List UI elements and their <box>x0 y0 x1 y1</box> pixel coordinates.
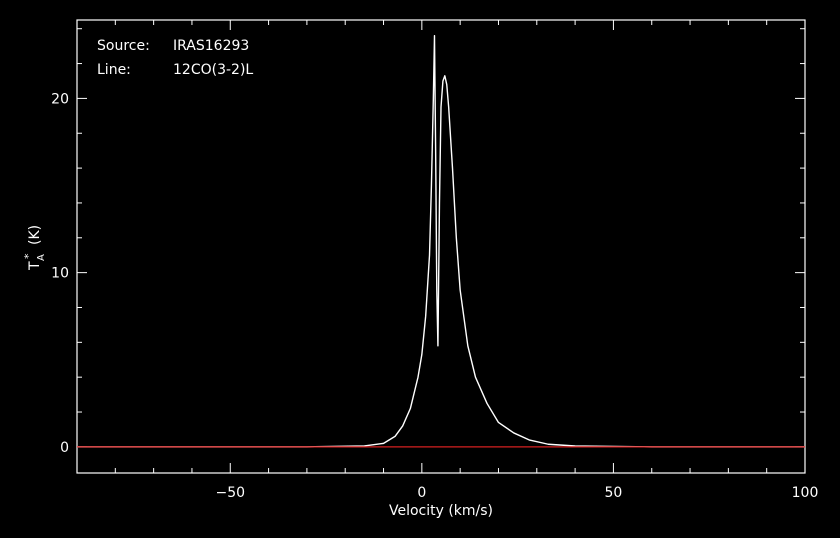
source-value: IRAS16293 <box>173 38 249 54</box>
y-tick-label: 0 <box>60 440 69 456</box>
tick-labels: −50 0 50 100 0 10 20 <box>51 91 818 501</box>
y-axis-title-unit: (K) <box>27 225 43 245</box>
source-label: Source: <box>97 38 150 54</box>
x-axis-title: Velocity (km/s) <box>389 503 493 519</box>
y-axis-title: T A * (K) <box>22 225 47 271</box>
x-tick-label: 100 <box>792 485 819 501</box>
spectrum-line <box>77 34 805 448</box>
plot-border <box>76 19 806 474</box>
y-axis-title-sub: A <box>36 254 47 261</box>
axis-ticks <box>76 20 806 473</box>
plot-frame <box>76 19 806 474</box>
x-tick-label: 0 <box>417 485 426 501</box>
line-label: Line: <box>97 62 131 78</box>
series-layer <box>77 34 805 448</box>
y-tick-label: 20 <box>51 91 69 107</box>
line-value: 12CO(3-2)L <box>173 62 253 78</box>
y-axis-title-main: T <box>27 261 43 271</box>
x-tick-label: 50 <box>605 485 623 501</box>
y-axis-title-sup: * <box>22 253 35 259</box>
x-tick-label: −50 <box>215 485 245 501</box>
y-tick-label: 10 <box>51 266 69 282</box>
